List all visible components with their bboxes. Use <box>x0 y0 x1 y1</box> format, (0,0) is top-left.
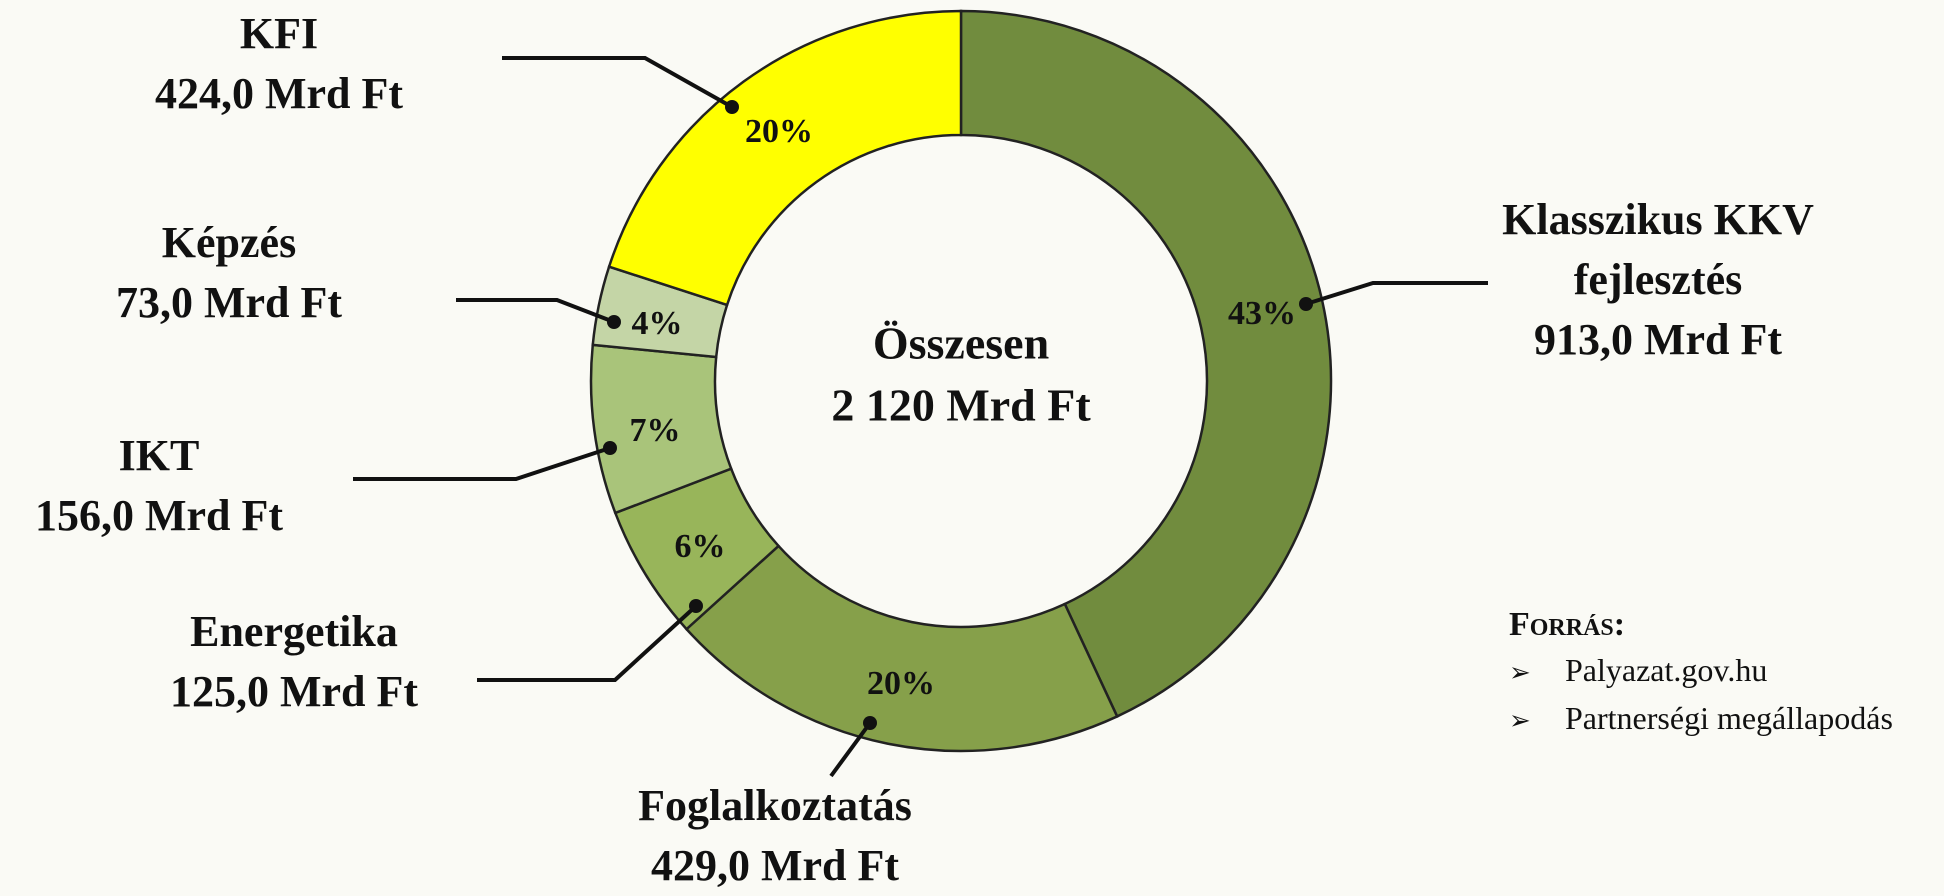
category-label: Klasszikus KKV fejlesztés 913,0 Mrd Ft <box>1468 190 1848 370</box>
category-name: Energetika <box>190 607 398 656</box>
center-total: 2 120 Mrd Ft <box>831 380 1091 431</box>
percent-label: 20% <box>745 113 813 150</box>
leader-dot <box>689 599 703 613</box>
leader-dot <box>607 315 621 329</box>
category-name: Klasszikus KKV fejlesztés <box>1502 195 1814 304</box>
category-label: KFI 424,0 Mrd Ft <box>69 4 489 124</box>
leader-line <box>353 446 611 481</box>
leader-line <box>477 604 698 682</box>
category-value: 424,0 Mrd Ft <box>154 69 404 118</box>
donut-segment <box>607 9 963 307</box>
category-name: KFI <box>239 9 319 58</box>
center-title: Összesen <box>873 318 1049 369</box>
percent-label: 7% <box>630 412 681 449</box>
percent-label: 20% <box>867 665 935 702</box>
leader-line <box>1305 281 1488 306</box>
leader-dot <box>1299 297 1313 311</box>
category-label: Energetika 125,0 Mrd Ft <box>84 602 504 722</box>
percent-label: 6% <box>675 528 726 565</box>
leader-line <box>502 56 733 109</box>
source-item: Palyazat.gov.hu <box>1509 648 1893 696</box>
source: Forrás: Palyazat.gov.hu Partnerségi megá… <box>1509 606 1893 744</box>
percent-label: 4% <box>632 305 683 342</box>
category-label: Képzés 73,0 Mrd Ft <box>19 213 439 333</box>
category-name: IKT <box>118 431 200 480</box>
category-value: 913,0 Mrd Ft <box>1533 315 1783 364</box>
category-value: 429,0 Mrd Ft <box>650 841 900 890</box>
leader-dot <box>863 716 877 730</box>
leader-line <box>456 298 615 324</box>
leader-dot <box>725 100 739 114</box>
category-name: Képzés <box>161 218 297 267</box>
category-value: 73,0 Mrd Ft <box>115 278 343 327</box>
category-value: 125,0 Mrd Ft <box>169 667 419 716</box>
percent-label: 43% <box>1228 295 1296 332</box>
category-label: Foglalkoztatás 429,0 Mrd Ft <box>565 776 985 896</box>
category-label: IKT 156,0 Mrd Ft <box>0 426 369 546</box>
leader-line <box>829 721 872 778</box>
category-name: Foglalkoztatás <box>638 781 912 830</box>
category-value: 156,0 Mrd Ft <box>34 491 284 540</box>
source-title: Forrás: <box>1509 606 1626 643</box>
donut-segment <box>959 9 1333 719</box>
donut-segment <box>684 544 1119 753</box>
source-item: Partnerségi megállapodás <box>1509 696 1893 744</box>
leader-dot <box>603 441 617 455</box>
